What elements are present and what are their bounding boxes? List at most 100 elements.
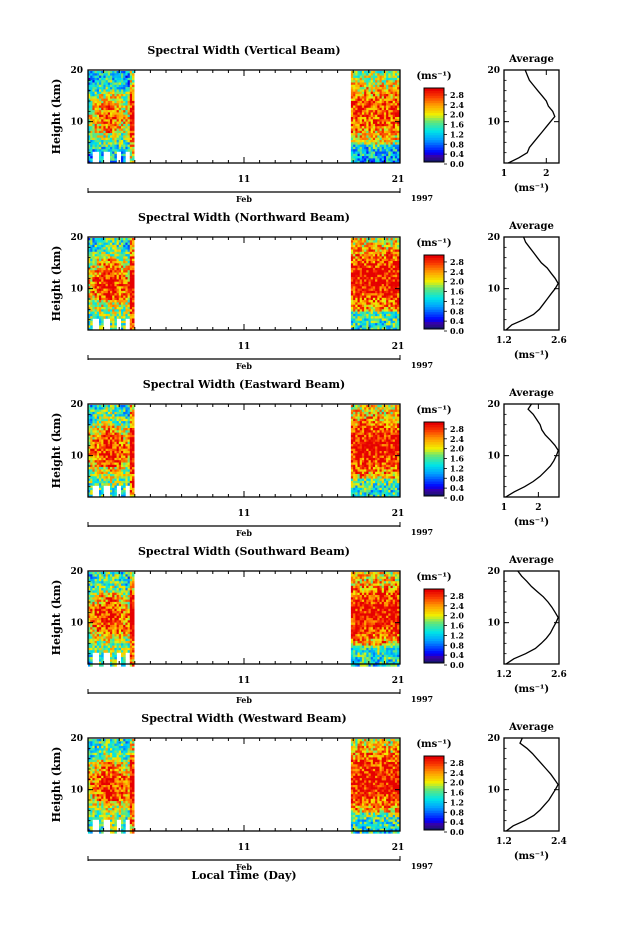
heat-cell bbox=[375, 414, 378, 417]
heat-cell bbox=[118, 240, 122, 243]
heat-cell bbox=[94, 471, 98, 475]
heat-cell bbox=[372, 77, 376, 81]
heat-cell bbox=[390, 98, 393, 102]
heat-cell bbox=[101, 451, 104, 454]
heat-cell bbox=[368, 114, 371, 118]
heat-cell bbox=[103, 254, 106, 257]
heat-cell bbox=[377, 84, 380, 88]
heat-cell bbox=[383, 295, 387, 299]
heat-cell bbox=[132, 318, 135, 322]
heat-cell bbox=[359, 448, 363, 452]
heat-cell bbox=[390, 87, 393, 90]
heat-cell bbox=[375, 300, 378, 303]
heat-cell bbox=[381, 142, 385, 145]
heat-cell bbox=[361, 258, 365, 262]
heat-cell bbox=[357, 407, 360, 410]
heat-cell bbox=[88, 80, 91, 83]
heat-cell bbox=[99, 270, 102, 273]
heat-cell bbox=[112, 117, 115, 120]
heat-cell bbox=[96, 464, 100, 468]
heat-cell bbox=[359, 77, 363, 81]
heat-cell bbox=[90, 414, 93, 417]
heat-cell bbox=[383, 444, 387, 447]
heat-cell bbox=[379, 112, 382, 115]
heat-cell bbox=[350, 270, 354, 273]
heat-cell bbox=[92, 446, 95, 449]
heat-cell bbox=[390, 114, 393, 118]
heat-cell bbox=[377, 448, 380, 452]
heat-cell bbox=[107, 421, 111, 424]
heat-cell bbox=[368, 146, 371, 150]
heat-cell bbox=[114, 94, 117, 97]
heat-cell bbox=[361, 153, 365, 157]
heat-cell bbox=[383, 425, 387, 429]
heat-cell bbox=[96, 430, 100, 433]
heat-cell bbox=[88, 469, 91, 472]
heat-cell bbox=[103, 98, 106, 102]
heat-cell bbox=[355, 274, 358, 278]
heat-cell bbox=[127, 103, 131, 106]
heat-cell bbox=[370, 119, 374, 122]
heat-cell bbox=[96, 137, 100, 141]
heat-cell bbox=[388, 421, 391, 424]
heat-cell bbox=[364, 295, 367, 299]
heat-cell bbox=[121, 89, 124, 92]
heat-cell bbox=[114, 430, 117, 433]
heat-cell bbox=[94, 117, 98, 120]
heat-cell bbox=[388, 316, 391, 319]
heat-cell bbox=[372, 267, 376, 271]
heat-cell bbox=[388, 411, 391, 415]
heat-cell bbox=[88, 279, 91, 282]
heat-cell bbox=[375, 94, 378, 97]
heat-cell bbox=[101, 103, 104, 106]
heat-cell bbox=[388, 293, 391, 296]
heat-cell bbox=[383, 320, 387, 324]
heat-cell bbox=[118, 144, 122, 148]
heat-cell bbox=[353, 137, 356, 141]
heat-cell bbox=[123, 467, 126, 470]
heat-cell bbox=[103, 77, 106, 81]
heat-cell bbox=[375, 135, 378, 138]
heat-cell bbox=[132, 133, 135, 136]
heat-cell bbox=[377, 451, 380, 454]
heat-cell bbox=[350, 425, 354, 429]
heat-cell bbox=[388, 323, 391, 326]
heat-cell bbox=[366, 428, 369, 431]
heat-cell bbox=[116, 309, 120, 312]
heat-cell bbox=[377, 160, 380, 164]
heat-cell bbox=[364, 297, 367, 301]
heat-cell bbox=[361, 240, 365, 243]
heat-cell bbox=[118, 130, 122, 134]
heat-cell bbox=[99, 455, 102, 459]
x-tick-label: 11 bbox=[238, 175, 251, 185]
heat-cell bbox=[372, 421, 376, 424]
heat-cell bbox=[101, 281, 104, 285]
heat-cell bbox=[125, 311, 128, 315]
heat-cell bbox=[92, 267, 95, 271]
heat-cell bbox=[375, 105, 378, 109]
heat-cell bbox=[132, 451, 135, 454]
heat-cell bbox=[353, 240, 356, 243]
heat-cell bbox=[390, 444, 393, 447]
heat-cell bbox=[107, 119, 111, 122]
heat-cell bbox=[107, 244, 111, 248]
heat-cell bbox=[123, 313, 126, 317]
heat-cell bbox=[99, 254, 102, 257]
heat-cell bbox=[375, 133, 378, 136]
heat-cell bbox=[101, 110, 104, 113]
heat-cell bbox=[118, 464, 122, 468]
heat-cell bbox=[101, 448, 104, 452]
heat-cell bbox=[375, 244, 378, 248]
heat-cell bbox=[394, 84, 398, 88]
heat-cell bbox=[364, 249, 367, 253]
heat-cell bbox=[114, 247, 117, 250]
heat-cell bbox=[379, 460, 382, 463]
colorbar-swatch bbox=[424, 97, 444, 101]
heat-cell bbox=[372, 103, 376, 106]
heat-cell bbox=[88, 416, 91, 420]
heat-cell bbox=[125, 137, 128, 141]
colorbar-tick-label: 1.2 bbox=[450, 129, 464, 139]
heat-cell bbox=[92, 119, 95, 122]
